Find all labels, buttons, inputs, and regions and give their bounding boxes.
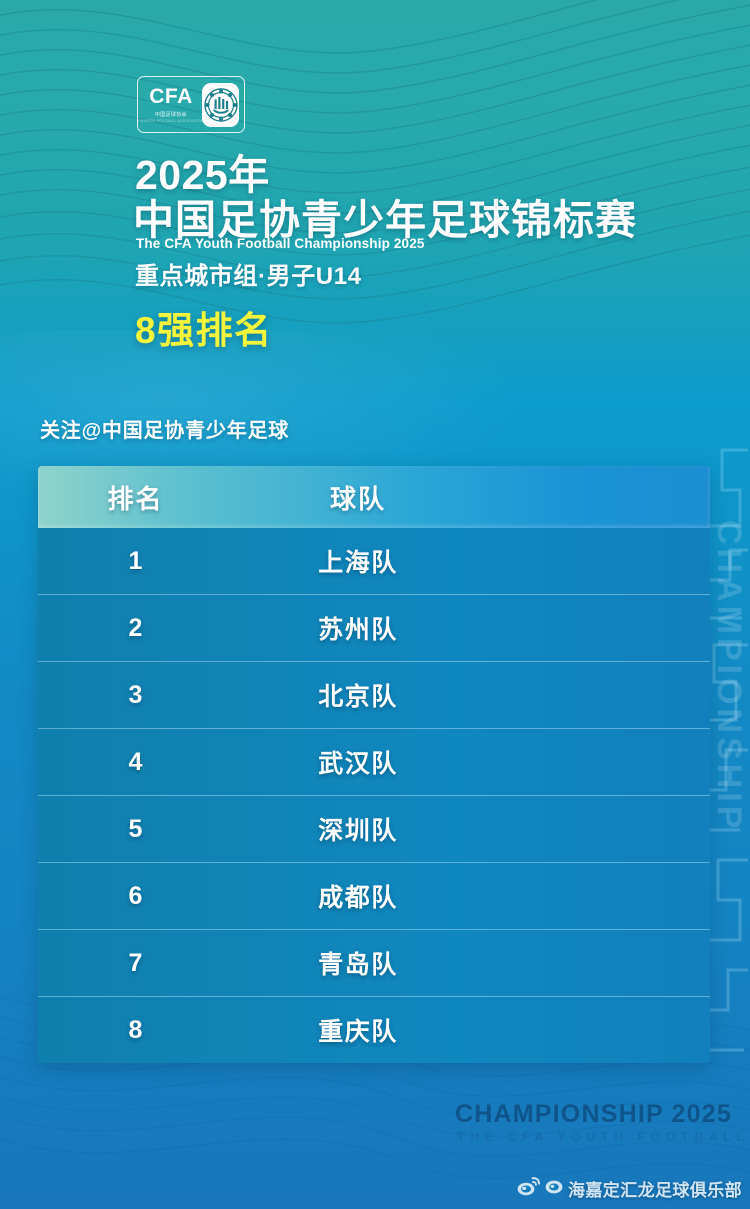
cell-team: 深圳队 xyxy=(318,817,398,845)
cell-team: 青岛队 xyxy=(318,951,398,979)
cell-rank: 5 xyxy=(128,814,143,843)
cell-team: 苏州队 xyxy=(318,616,398,644)
cell-team: 北京队 xyxy=(318,683,398,711)
table-row: 6 成都队 xyxy=(38,863,710,930)
cell-rank: 4 xyxy=(128,747,143,776)
cfa-text: CFA xyxy=(149,85,193,108)
title-english: The CFA Youth Football Championship 2025 xyxy=(136,236,425,251)
cell-team: 重庆队 xyxy=(318,1018,398,1046)
table-row: 7 青岛队 xyxy=(38,930,710,997)
column-header-rank: 排名 xyxy=(107,483,164,514)
footer-subline: THE CFA YOUTH FOOTBALL xyxy=(457,1130,750,1144)
cfa-emblem-icon xyxy=(202,82,239,127)
weibo-icon xyxy=(517,1176,541,1201)
cell-rank: 8 xyxy=(128,1015,143,1044)
watermark-text: 海嘉定汇龙足球俱乐部 xyxy=(568,1181,742,1200)
cell-rank: 1 xyxy=(128,546,143,575)
cfa-logo-lockup: CFA 中国足球协会 CHINESE FOOTBALL ASSOCIATION xyxy=(137,76,245,133)
cfa-sub-en: CHINESE FOOTBALL ASSOCIATION xyxy=(138,119,204,123)
page-title: 中国足协青少年足球锦标赛 xyxy=(133,197,637,243)
title-year: 2025年 xyxy=(135,152,270,198)
table-row: 2 苏州队 xyxy=(38,595,710,662)
side-watermark: CHAMPIONSHIP xyxy=(710,520,748,833)
cfa-sub-cn: 中国足球协会 xyxy=(155,112,187,118)
table-header-row: 排名 球队 xyxy=(38,466,710,528)
table-row: 8 重庆队 xyxy=(38,997,710,1063)
cell-rank: 2 xyxy=(128,613,143,642)
follow-handle: 关注@中国足协青少年足球 xyxy=(40,420,290,442)
weibo-watermark: 海嘉定汇龙足球俱乐部 xyxy=(517,1176,742,1201)
cfa-wordmark: CFA 中国足球协会 CHINESE FOOTBALL ASSOCIATION xyxy=(138,85,203,123)
ranking-table: 排名 球队 1 上海队 2 苏州队 3 北京队 4 武汉队 5 深圳队 6 成都队 7 青岛队 8 重庆队 xyxy=(38,466,710,1063)
table-row: 4 武汉队 xyxy=(38,729,710,796)
cell-rank: 6 xyxy=(128,881,143,910)
footer-headline: CHAMPIONSHIP 2025 xyxy=(455,1100,732,1128)
title-highlight: 8强排名 xyxy=(135,310,273,351)
cell-team: 上海队 xyxy=(318,549,398,577)
column-header-team: 球队 xyxy=(329,483,386,514)
table-row: 5 深圳队 xyxy=(38,796,710,863)
weibo-icon-secondary xyxy=(545,1178,564,1200)
cell-rank: 3 xyxy=(128,680,143,709)
cell-team: 成都队 xyxy=(318,884,398,912)
title-group: 重点城市组·男子U14 xyxy=(135,263,362,290)
cell-team: 武汉队 xyxy=(318,750,398,778)
table-row: 1 上海队 xyxy=(38,528,710,595)
table-row: 3 北京队 xyxy=(38,662,710,729)
cell-rank: 7 xyxy=(128,948,143,977)
